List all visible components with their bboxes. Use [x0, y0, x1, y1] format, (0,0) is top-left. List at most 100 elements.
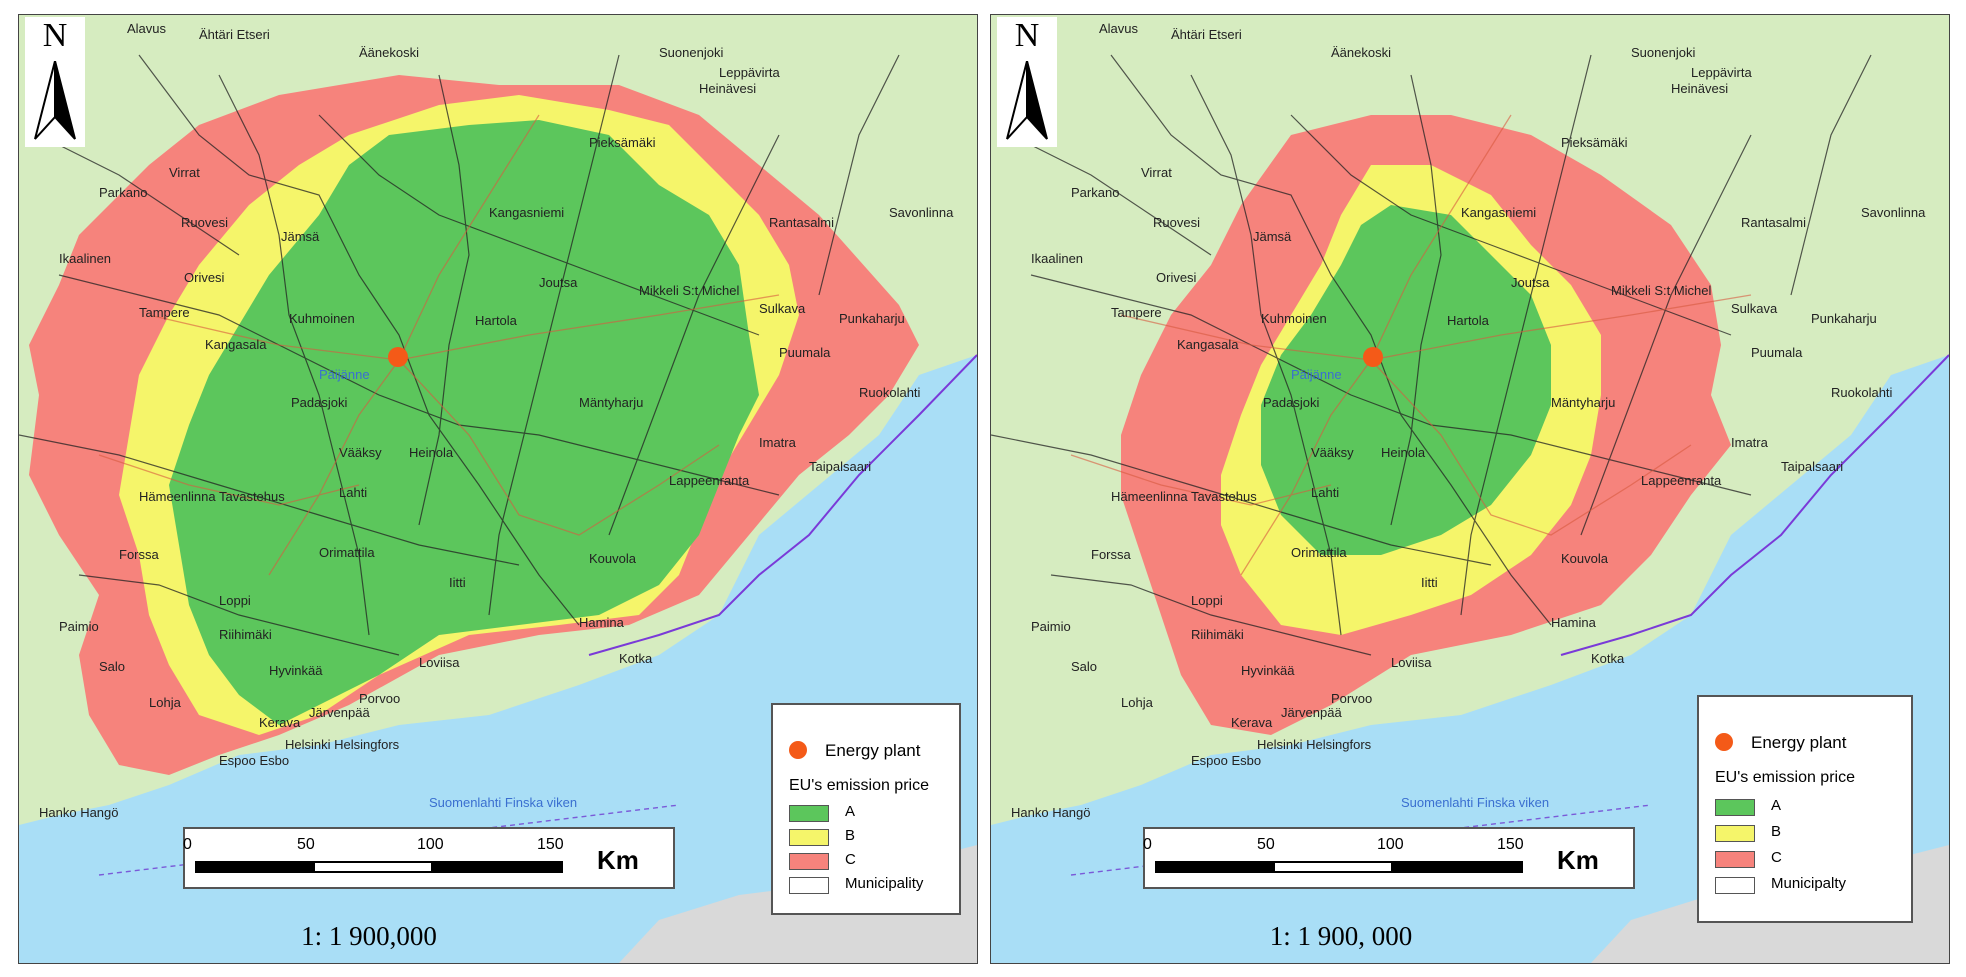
place-label: Hyvinkää — [269, 663, 323, 678]
place-label: Leppävirta — [1691, 65, 1752, 80]
north-arrow-icon — [1006, 61, 1048, 140]
place-label: Kuhmoinen — [1261, 311, 1327, 326]
scale-segment — [1273, 861, 1393, 873]
legend-energy-plant: Energy plant — [825, 741, 921, 760]
place-label: Kangasala — [1177, 337, 1239, 352]
place-label: Puumala — [779, 345, 831, 360]
legend-swatch-municipality — [789, 877, 829, 894]
place-label: Orimattila — [319, 545, 375, 560]
legend-label-a: A — [1771, 797, 1782, 814]
place-label: Salo — [99, 659, 126, 674]
scale-bar: 0 50 100 150 Km — [183, 827, 675, 889]
scale-tick: 50 — [1257, 836, 1275, 853]
legend-swatch-municipality — [1715, 877, 1755, 894]
place-label: Loppi — [1191, 593, 1223, 608]
north-label: N — [42, 17, 68, 54]
place-label: Hartola — [1447, 313, 1489, 328]
place-label: Kerava — [1231, 715, 1273, 730]
legend-label-c: C — [845, 851, 856, 868]
place-label: Orivesi — [1156, 270, 1197, 285]
place-label: Savonlinna — [889, 205, 954, 220]
legend-label-a: A — [845, 803, 856, 820]
place-label: Forssa — [119, 547, 159, 562]
scale-tick: 100 — [417, 836, 444, 853]
place-label: Ähtäri Etseri — [1171, 27, 1242, 42]
scale-ratio: 1: 1 900,000 — [301, 921, 437, 951]
place-label: Orimattila — [1291, 545, 1347, 560]
place-label: Alavus — [127, 21, 167, 36]
legend-swatch-b — [789, 829, 829, 846]
energy-plant-icon — [789, 741, 807, 759]
north-label: N — [1014, 17, 1040, 54]
north-arrow-icon — [34, 61, 76, 140]
scale-unit: Km — [597, 845, 639, 875]
legend-swatch-a — [1715, 799, 1755, 816]
place-label: Sulkava — [759, 301, 806, 316]
map-panel-left[interactable]: Alavus Ähtäri Etseri Äänekoski Suonenjok… — [18, 14, 978, 964]
legend-label-b: B — [1771, 823, 1782, 840]
place-label: Joutsa — [1511, 275, 1550, 290]
legend-swatch-a — [789, 805, 829, 822]
place-label: Joutsa — [539, 275, 578, 290]
map-panel-right[interactable]: Alavus Ähtäri Etseri Äänekoski Suonenjok… — [990, 14, 1950, 964]
legend-label-b: B — [845, 827, 856, 844]
map-canvas-right[interactable] — [991, 15, 1949, 963]
place-label: Mikkeli S:t Michel — [639, 283, 740, 298]
place-label: Loppi — [219, 593, 251, 608]
place-label: Iitti — [449, 575, 466, 590]
place-label: Punkaharju — [839, 311, 905, 326]
place-label: Kotka — [1591, 651, 1625, 666]
place-label: Kouvola — [1561, 551, 1608, 566]
place-label: Pieksämäki — [1561, 135, 1628, 150]
scale-segment — [1155, 861, 1275, 873]
place-label: Kerava — [259, 715, 301, 730]
place-label: Orivesi — [184, 270, 225, 285]
place-label: Ruovesi — [181, 215, 228, 230]
legend-swatch-b — [1715, 825, 1755, 842]
legend-energy-plant: Energy plant — [1751, 733, 1847, 752]
place-label: Hanko Hangö — [39, 805, 119, 820]
place-label: Vääksy — [1311, 445, 1354, 460]
place-label: Savonlinna — [1861, 205, 1926, 220]
place-label: Äänekoski — [359, 45, 419, 60]
place-label: Forssa — [1091, 547, 1131, 562]
place-label: Taipalsaari — [809, 459, 872, 474]
place-label: Suonenjoki — [1631, 45, 1696, 60]
place-label: Ruokolahti — [1831, 385, 1893, 400]
place-label: Mikkeli S:t Michel — [1611, 283, 1712, 298]
place-label: Suonenjoki — [659, 45, 724, 60]
place-label: Ruokolahti — [859, 385, 921, 400]
place-label: Alavus — [1099, 21, 1139, 36]
legend-label-municipality: Municipality — [845, 875, 924, 892]
legend-label-municipality: Municipalty — [1771, 875, 1847, 892]
place-label: Lappeenranta — [669, 473, 750, 488]
place-label: Hyvinkää — [1241, 663, 1295, 678]
place-label: Padasjoki — [1263, 395, 1320, 410]
scale-bar: 0 50 100 150 Km — [1143, 827, 1635, 889]
place-label: Kouvola — [589, 551, 636, 566]
place-label: Tampere — [1111, 305, 1162, 320]
place-label: Virrat — [1141, 165, 1172, 180]
place-label: Järvenpää — [309, 705, 370, 720]
map-canvas-left[interactable] — [19, 15, 977, 963]
scale-segment — [313, 861, 433, 873]
place-label: Kangasniemi — [1461, 205, 1537, 220]
place-label: Päijänne — [1291, 367, 1342, 382]
place-label: Pieksämäki — [589, 135, 656, 150]
place-label: Iitti — [1421, 575, 1438, 590]
place-label: Kuhmoinen — [289, 311, 355, 326]
state-border — [1560, 354, 1949, 656]
scale-segment — [1391, 861, 1523, 873]
place-label: Lahti — [1311, 485, 1340, 500]
north-arrow: N — [25, 17, 85, 147]
scale-unit: Km — [1557, 845, 1599, 875]
place-label: Suomenlahti Finska viken — [1401, 795, 1550, 810]
scale-tick: 150 — [537, 836, 564, 853]
energy-plant-marker[interactable] — [1363, 347, 1383, 367]
place-label: Imatra — [759, 435, 796, 450]
place-label: Lohja — [149, 695, 181, 710]
map-legend: Energy plant EU's emission price A B C M… — [771, 703, 961, 915]
place-label: Loviisa — [1391, 655, 1432, 670]
place-label: Kangasala — [205, 337, 267, 352]
energy-plant-marker[interactable] — [388, 347, 408, 367]
